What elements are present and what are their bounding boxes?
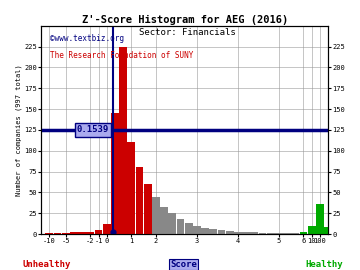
Title: Z'-Score Histogram for AEG (2016): Z'-Score Histogram for AEG (2016): [81, 15, 288, 25]
Bar: [291, 233, 299, 234]
Bar: [144, 184, 152, 234]
Bar: [152, 197, 160, 234]
Bar: [308, 226, 316, 234]
Bar: [127, 142, 135, 234]
Bar: [275, 233, 283, 234]
Text: Healthy: Healthy: [305, 260, 343, 269]
Bar: [210, 229, 217, 234]
Bar: [242, 232, 250, 234]
Bar: [251, 232, 258, 234]
Bar: [136, 167, 143, 234]
Y-axis label: Number of companies (997 total): Number of companies (997 total): [15, 64, 22, 196]
Bar: [201, 228, 209, 234]
Text: Score: Score: [170, 260, 197, 269]
Bar: [160, 207, 168, 234]
Bar: [103, 224, 111, 234]
Bar: [111, 113, 119, 234]
Bar: [283, 233, 291, 234]
Text: The Research Foundation of SUNY: The Research Foundation of SUNY: [50, 51, 193, 60]
Bar: [226, 231, 234, 234]
Bar: [177, 219, 184, 234]
Bar: [45, 233, 53, 234]
Bar: [193, 226, 201, 234]
Bar: [54, 233, 62, 234]
Bar: [300, 232, 307, 234]
Text: Unhealthy: Unhealthy: [23, 260, 71, 269]
Bar: [70, 232, 78, 234]
Text: 0.1539: 0.1539: [77, 126, 109, 134]
Bar: [267, 233, 275, 234]
Bar: [185, 223, 193, 234]
Bar: [119, 47, 127, 234]
Text: Sector: Financials: Sector: Financials: [139, 28, 235, 37]
Bar: [62, 233, 70, 234]
Bar: [168, 213, 176, 234]
Bar: [316, 204, 324, 234]
Bar: [258, 233, 266, 234]
Bar: [234, 232, 242, 234]
Bar: [78, 232, 86, 234]
Bar: [95, 230, 103, 234]
Bar: [218, 230, 225, 234]
Text: ©www.textbiz.org: ©www.textbiz.org: [50, 34, 124, 43]
Bar: [324, 227, 332, 234]
Bar: [86, 232, 94, 234]
